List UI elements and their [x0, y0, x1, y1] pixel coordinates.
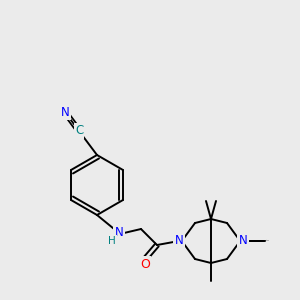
Text: O: O [140, 257, 150, 271]
Text: N: N [115, 226, 123, 239]
Text: methyl: methyl [265, 240, 270, 241]
Text: N: N [238, 235, 247, 248]
Text: C: C [75, 124, 83, 137]
Text: N: N [61, 106, 69, 118]
Text: N: N [175, 235, 183, 248]
Text: H: H [108, 236, 116, 246]
